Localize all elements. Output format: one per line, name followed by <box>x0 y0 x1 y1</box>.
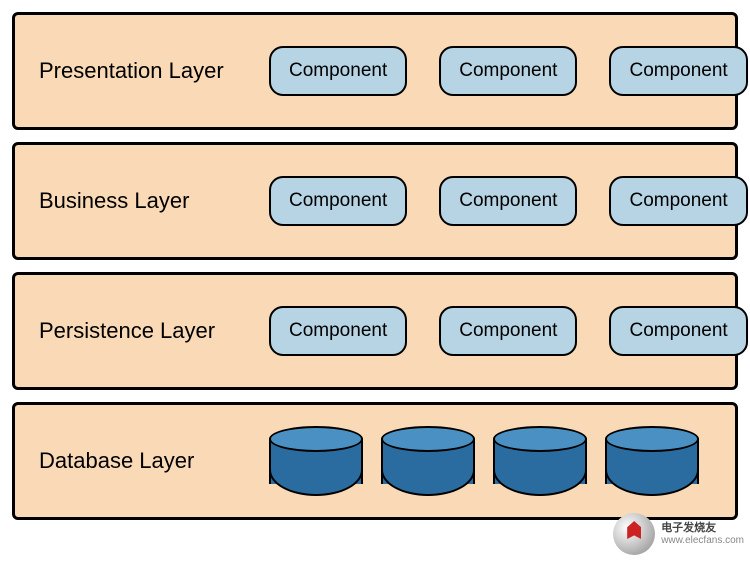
watermark: 电子发烧友 www.elecfans.com <box>613 513 744 555</box>
cylinders-wrap <box>269 426 711 496</box>
layer-title: Persistence Layer <box>39 318 269 344</box>
database-cylinder-icon <box>269 426 363 496</box>
watermark-brand: 电子发烧友 <box>661 522 744 534</box>
component-box: Component <box>439 176 577 226</box>
component-box: Component <box>269 176 407 226</box>
database-cylinder-icon <box>605 426 699 496</box>
watermark-text: 电子发烧友 www.elecfans.com <box>661 522 744 545</box>
layer-title: Business Layer <box>39 188 269 214</box>
component-box: Component <box>269 46 407 96</box>
elecfans-logo-icon <box>613 513 655 555</box>
layer-database: Database Layer <box>12 402 738 520</box>
layer-business: Business LayerComponentComponentComponen… <box>12 142 738 260</box>
watermark-url: www.elecfans.com <box>661 535 744 546</box>
component-box: Component <box>269 306 407 356</box>
component-box: Component <box>609 46 747 96</box>
database-cylinder-icon <box>381 426 475 496</box>
components-wrap: Component Component Component <box>269 176 748 226</box>
database-cylinder-icon <box>493 426 587 496</box>
diagram-container: Presentation LayerComponentComponentComp… <box>0 0 750 532</box>
layer-presentation: Presentation LayerComponentComponentComp… <box>12 12 738 130</box>
component-box: Component <box>439 46 577 96</box>
component-box: Component <box>609 176 747 226</box>
component-box: Component <box>609 306 747 356</box>
component-box: Component <box>439 306 577 356</box>
layer-persistence: Persistence LayerComponentComponentCompo… <box>12 272 738 390</box>
layer-title: Presentation Layer <box>39 58 269 84</box>
layer-title: Database Layer <box>39 448 269 474</box>
components-wrap: Component Component Component <box>269 46 748 96</box>
components-wrap: Component Component Component <box>269 306 748 356</box>
